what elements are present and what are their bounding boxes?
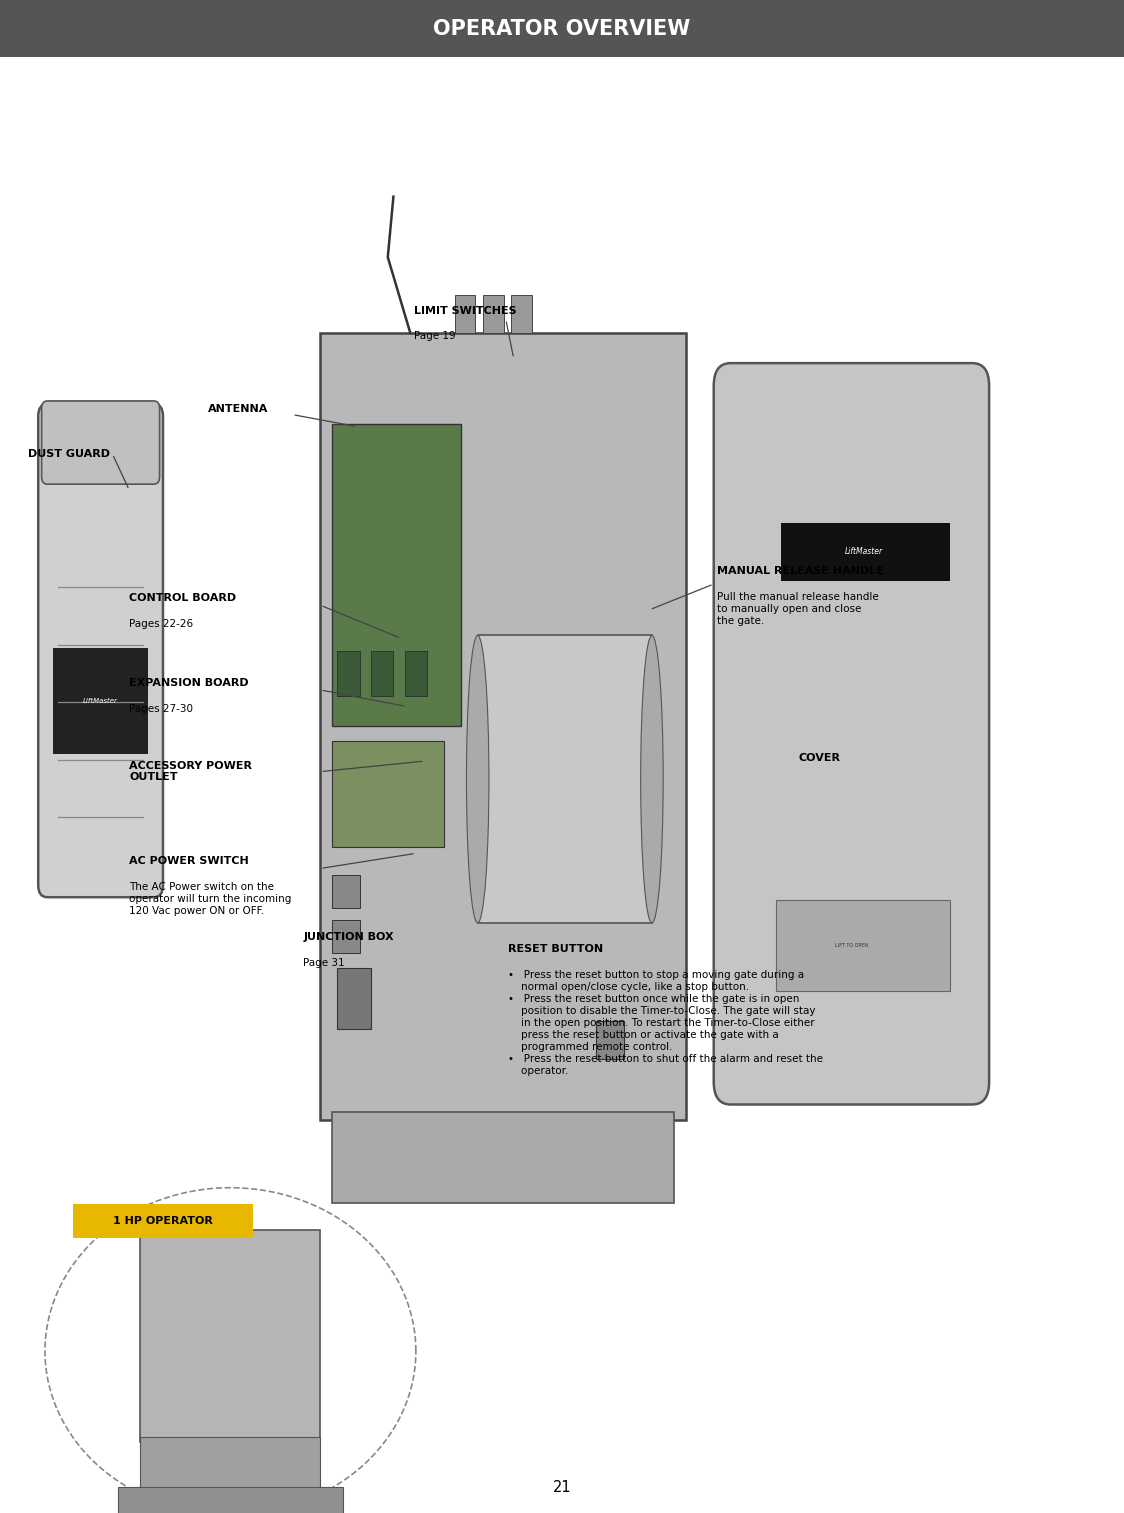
Bar [455, 295, 475, 333]
Text: 21: 21 [553, 1480, 571, 1495]
Text: AC POWER SWITCH: AC POWER SWITCH [129, 856, 250, 867]
Text: JUNCTION BOX: JUNCTION BOX [303, 932, 395, 943]
Bar [781, 523, 950, 581]
Bar [332, 424, 461, 726]
Bar [140, 1437, 320, 1495]
FancyBboxPatch shape [42, 401, 160, 484]
Text: COVER: COVER [798, 753, 840, 764]
Bar [332, 920, 360, 953]
Text: LiftMaster: LiftMaster [83, 697, 118, 704]
Bar [337, 651, 360, 696]
Bar [320, 333, 686, 1120]
Text: Pages 27-30: Pages 27-30 [129, 704, 193, 714]
Text: EXPANSION BOARD: EXPANSION BOARD [129, 678, 248, 688]
Text: MANUAL RELEASE HANDLE: MANUAL RELEASE HANDLE [717, 566, 883, 576]
Bar [776, 900, 950, 991]
Text: The AC Power switch on the
operator will turn the incoming
120 Vac power ON or O: The AC Power switch on the operator will… [129, 882, 291, 915]
Bar [332, 741, 444, 847]
Ellipse shape [466, 635, 489, 923]
Bar [478, 635, 652, 923]
Bar [332, 875, 360, 908]
FancyBboxPatch shape [38, 404, 163, 897]
Bar [596, 1021, 624, 1059]
Text: 1 HP OPERATOR: 1 HP OPERATOR [114, 1216, 212, 1226]
Text: RESET BUTTON: RESET BUTTON [508, 944, 604, 955]
Bar [337, 968, 371, 1029]
Bar [140, 1230, 320, 1442]
Text: LiftMaster: LiftMaster [844, 548, 882, 557]
Text: LIMIT SWITCHES: LIMIT SWITCHES [414, 306, 516, 316]
Text: Pull the manual release handle
to manually open and close
the gate.: Pull the manual release handle to manual… [717, 592, 879, 625]
Text: Pages 22-26: Pages 22-26 [129, 619, 193, 629]
Bar [332, 1112, 674, 1203]
Bar [483, 295, 504, 333]
Text: Page 19: Page 19 [414, 331, 455, 342]
FancyBboxPatch shape [714, 363, 989, 1104]
Text: LIFT TO OPEN: LIFT TO OPEN [835, 943, 868, 949]
Bar [371, 651, 393, 696]
Text: •   Press the reset button to stop a moving gate during a
    normal open/close : • Press the reset button to stop a movin… [508, 970, 823, 1076]
Bar [0, 0, 1124, 57]
Text: OPERATOR OVERVIEW: OPERATOR OVERVIEW [434, 18, 690, 39]
Text: Page 31: Page 31 [303, 958, 345, 968]
Ellipse shape [641, 635, 663, 923]
Bar [118, 1487, 343, 1513]
Bar [405, 651, 427, 696]
Text: CONTROL BOARD: CONTROL BOARD [129, 593, 236, 604]
Text: ACCESSORY POWER
OUTLET: ACCESSORY POWER OUTLET [129, 761, 252, 782]
Text: ANTENNA: ANTENNA [208, 404, 269, 415]
Bar [511, 295, 532, 333]
Bar [53, 648, 148, 753]
Text: DUST GUARD: DUST GUARD [28, 449, 110, 460]
Bar [73, 1204, 253, 1238]
